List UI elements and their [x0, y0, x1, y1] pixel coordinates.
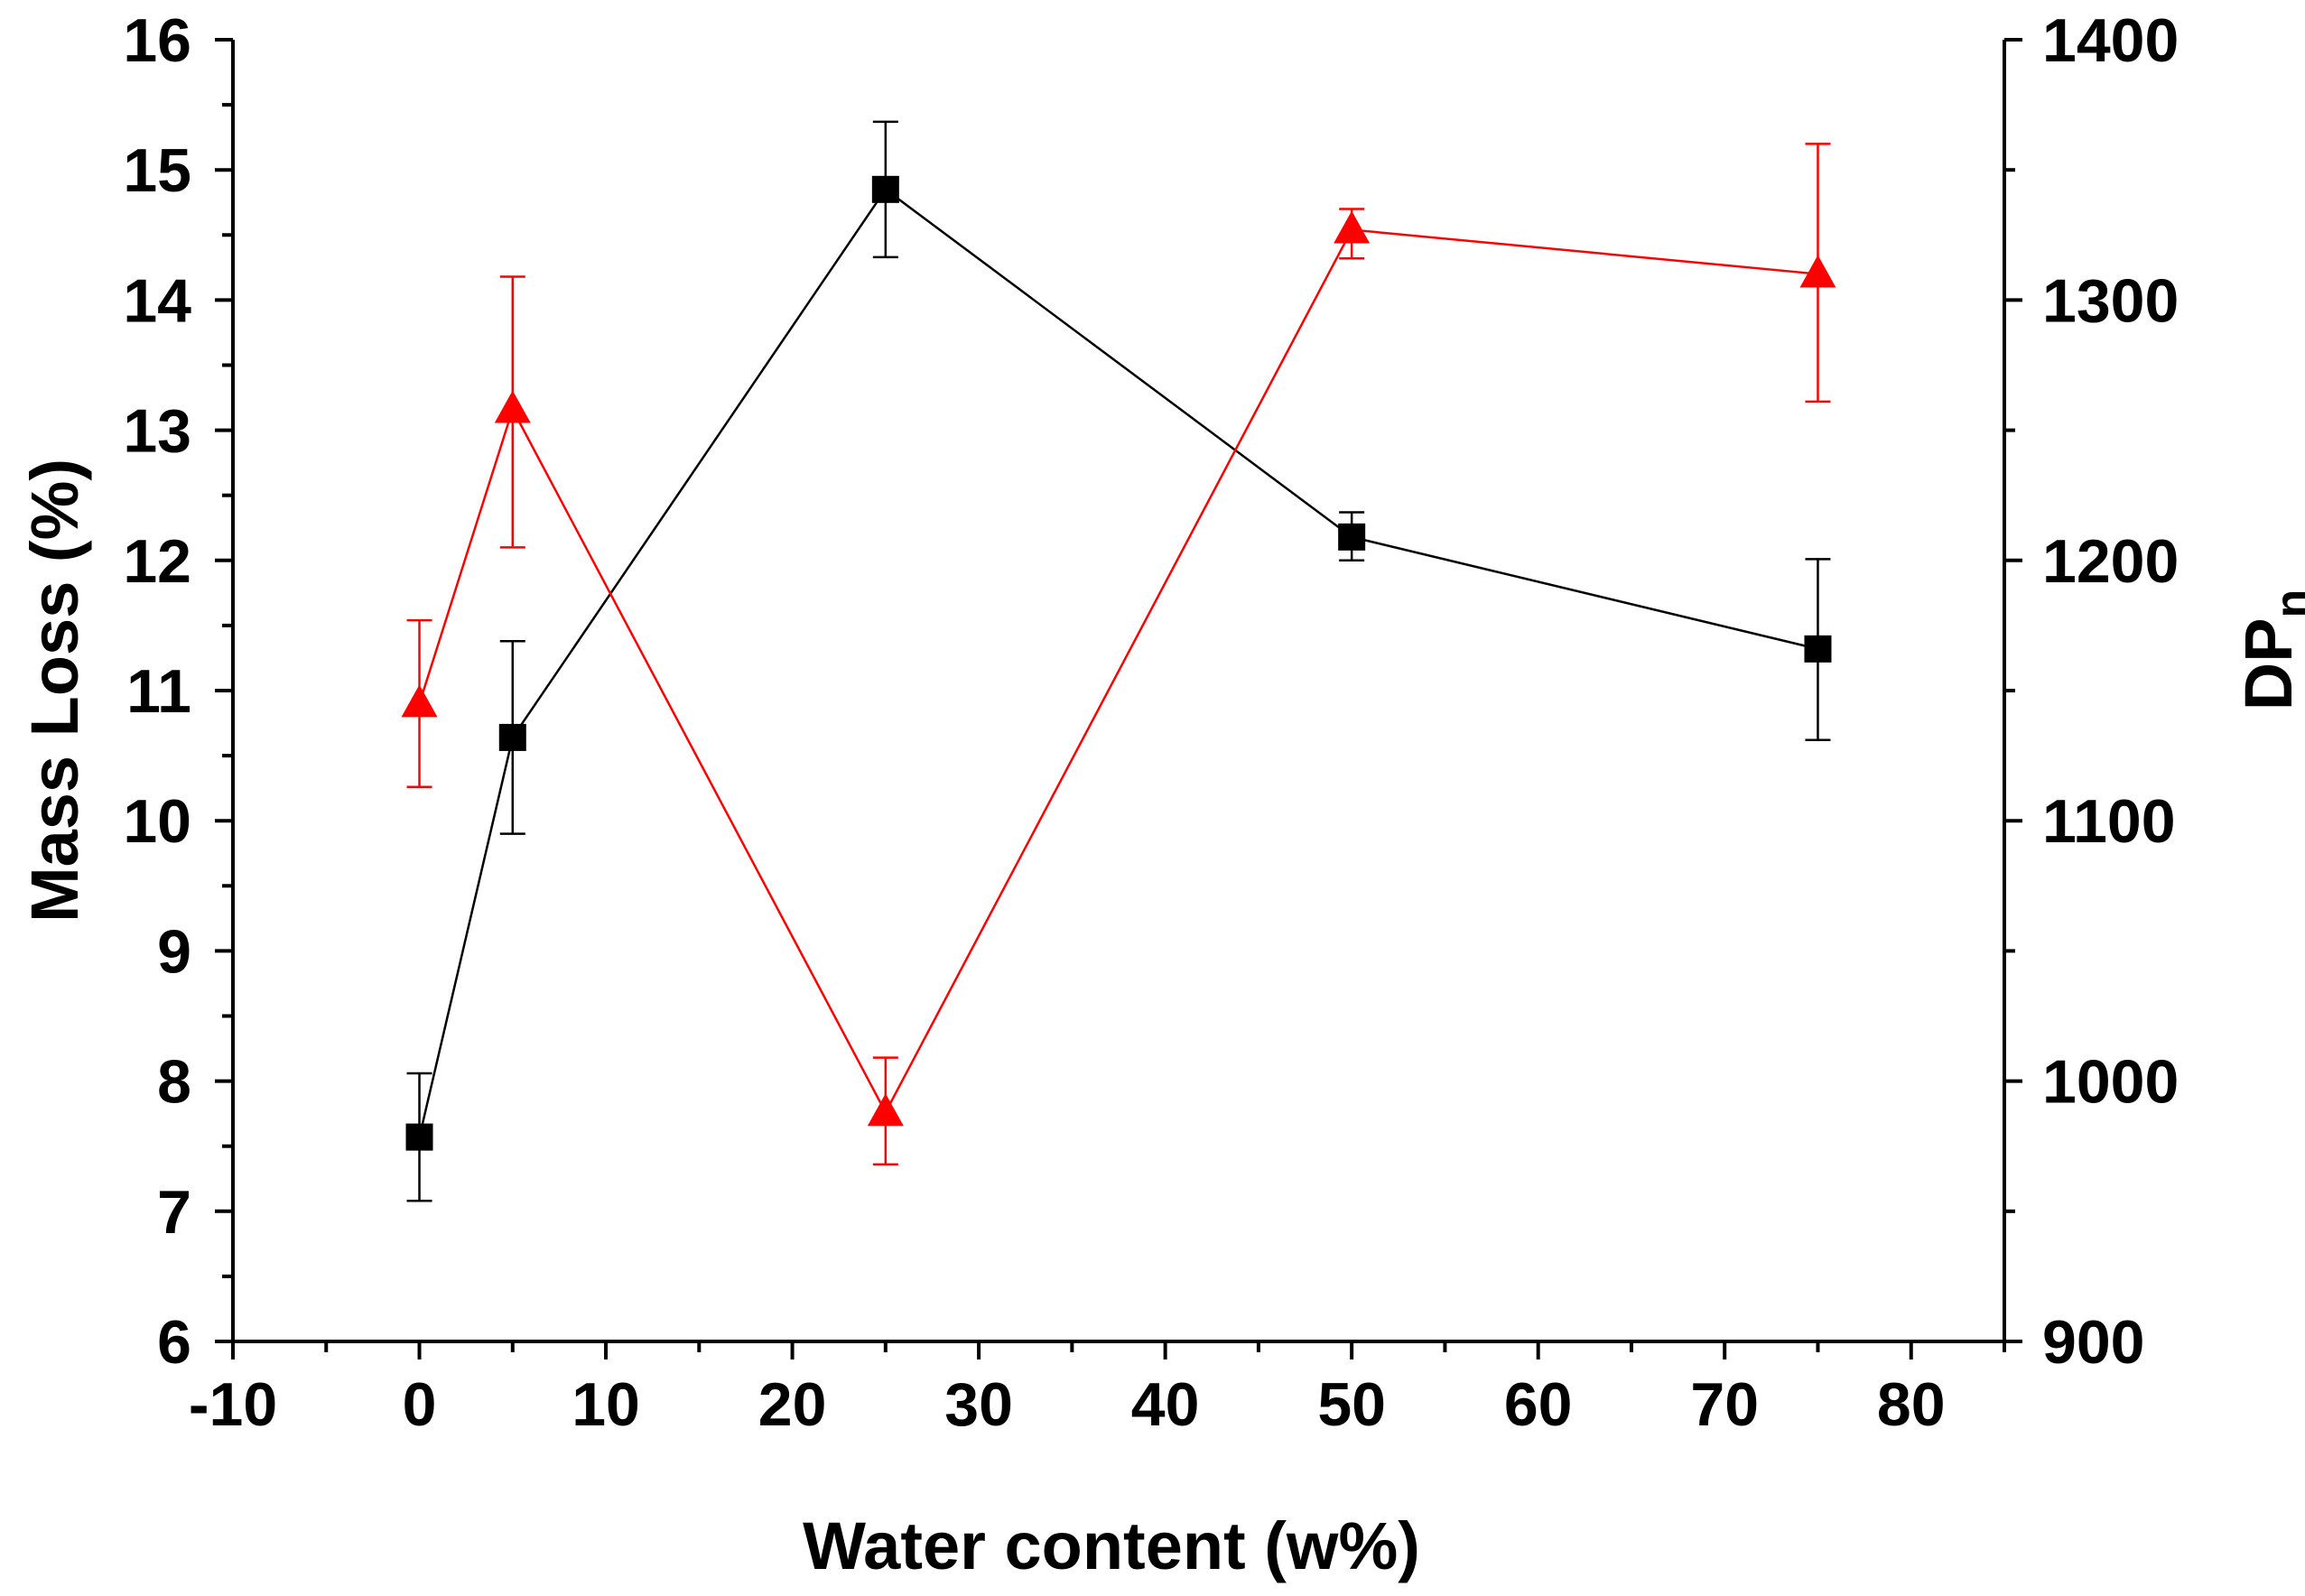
- y-tick-label: 15: [123, 136, 191, 205]
- axes: [215, 38, 2022, 1359]
- dpn-point: [1334, 210, 1371, 244]
- y2-tick-label: 1400: [2042, 6, 2179, 75]
- y2-axis-title-subscript: n: [2266, 589, 2305, 618]
- y2-axis-title-main: DP: [2231, 617, 2305, 710]
- dpn-point: [1799, 255, 1836, 288]
- y-tick-label: 14: [123, 266, 191, 335]
- y-tick-label: 6: [157, 1308, 191, 1377]
- x-tick-label: 30: [944, 1370, 1013, 1439]
- tick-labels: -10 0 10 20 30 40 50 60 70 80 6 7 8 9 10 11 12 13 14 15 16 90…: [123, 6, 2179, 1439]
- x-tick-label: 40: [1131, 1370, 1200, 1439]
- series-lines: [418, 188, 1818, 1137]
- y2-tick-label: 1300: [2042, 266, 2179, 335]
- x-tick-label: 20: [758, 1370, 827, 1439]
- y2-tick-label: 1200: [2042, 527, 2179, 596]
- dpn-point: [494, 390, 531, 423]
- mass-loss-point: [498, 723, 526, 751]
- y-axis-title: Mass Loss (%): [17, 459, 92, 923]
- dpn-point: [401, 684, 438, 718]
- y-tick-label: 16: [123, 6, 191, 75]
- y2-tick-label: 900: [2042, 1308, 2144, 1377]
- data-markers: [401, 175, 1836, 1151]
- y-tick-label: 8: [157, 1048, 191, 1117]
- x-tick-label: 50: [1317, 1370, 1386, 1439]
- y-tick-label: 12: [123, 527, 191, 596]
- x-tick-label: -10: [189, 1370, 277, 1439]
- y2-tick-label: 1100: [2042, 787, 2176, 856]
- dpn-point: [867, 1093, 904, 1127]
- x-tick-label: 10: [572, 1370, 640, 1439]
- y-tick-label: 13: [123, 397, 191, 466]
- mass-loss-point: [1804, 635, 1832, 663]
- x-tick-label: 0: [403, 1370, 437, 1439]
- x-axis-title: Water content (w%): [803, 1508, 1420, 1583]
- x-tick-label: 70: [1690, 1370, 1759, 1439]
- y-tick-label: 11: [126, 657, 191, 726]
- y-tick-label: 10: [123, 787, 191, 856]
- mass-loss-series-line: [418, 188, 1818, 1137]
- y2-tick-label: 1000: [2042, 1048, 2179, 1117]
- mass-loss-point: [405, 1123, 433, 1151]
- x-tick-label: 80: [1877, 1370, 1946, 1439]
- y2-axis-title: DPn: [2231, 589, 2305, 711]
- y-tick-label: 7: [157, 1178, 191, 1247]
- error-bars: [406, 120, 1831, 1202]
- mass-loss-point: [1338, 523, 1366, 551]
- y-tick-label: 9: [157, 917, 191, 986]
- mass-loss-point: [871, 175, 899, 203]
- x-tick-label: 60: [1504, 1370, 1573, 1439]
